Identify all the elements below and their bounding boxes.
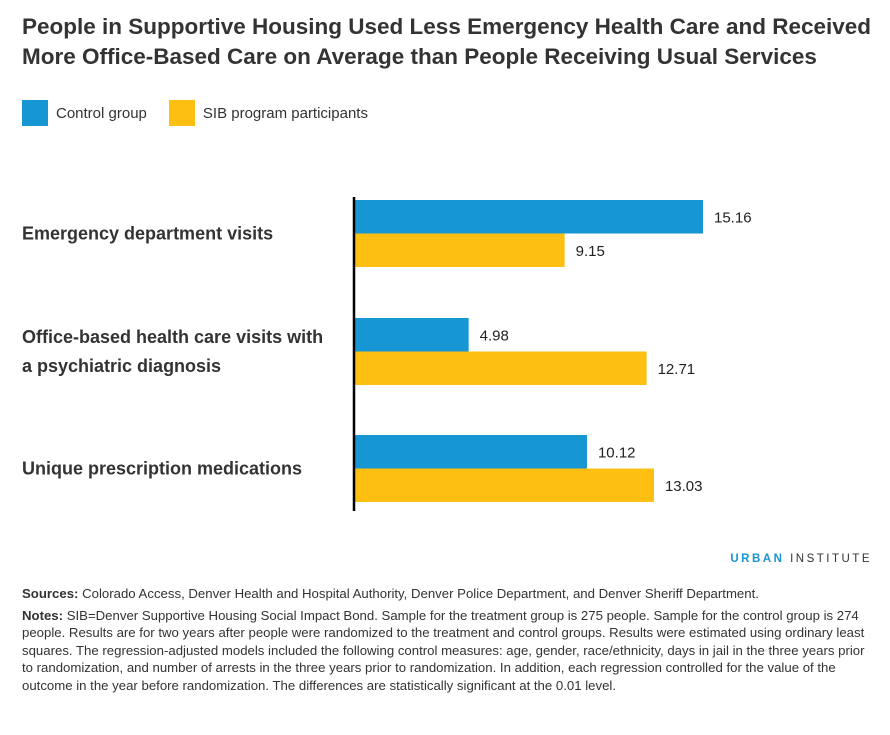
bar-sib: [354, 351, 647, 385]
urban-institute-logo: URBAN INSTITUTE: [730, 553, 872, 565]
legend-label-sib: SIB program participants: [202, 104, 368, 122]
category-label: Unique prescription medications: [22, 459, 302, 479]
notes-section: Sources: Colorado Access, Denver Health …: [22, 585, 878, 698]
bar-control: [354, 318, 469, 352]
category-label: Emergency department visits: [22, 224, 273, 244]
legend-item-sib: SIB program participants: [168, 100, 368, 126]
bar-chart: Emergency department visits 15.16 9.15 Offi…: [22, 197, 752, 511]
data-label: 9.15: [576, 243, 605, 260]
data-label: 10.12: [598, 444, 636, 461]
data-label: 12.71: [658, 361, 696, 378]
data-label: 15.16: [714, 209, 752, 226]
bar-sib: [354, 233, 565, 267]
category-label: Office-based health care visits with: [22, 327, 323, 347]
legend-swatch-sib: [168, 100, 195, 126]
legend: Control group SIB program participants: [22, 100, 390, 126]
legend-item-control: Control group: [22, 100, 147, 126]
sources: Sources: Colorado Access, Denver Health …: [22, 586, 759, 601]
data-label: 4.98: [480, 327, 509, 344]
legend-swatch-control: [22, 100, 48, 126]
legend-label-control: Control group: [56, 104, 147, 122]
bar-control: [354, 200, 703, 234]
bar-control: [354, 435, 587, 469]
chart-title: People in Supportive Housing Used Less E…: [22, 14, 872, 69]
notes: Notes: SIB=Denver Supportive Housing Soc…: [22, 607, 865, 693]
bar-sib: [354, 468, 654, 502]
category-label: a psychiatric diagnosis: [22, 356, 221, 376]
data-label: 13.03: [665, 478, 703, 495]
